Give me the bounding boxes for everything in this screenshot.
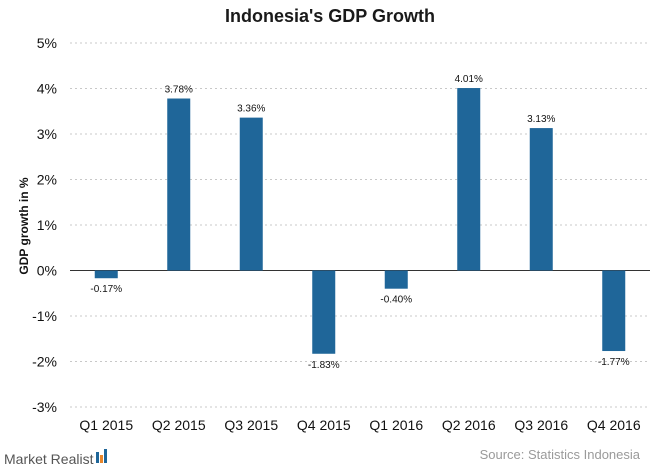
bar bbox=[457, 88, 481, 271]
y-tick-label: 0% bbox=[37, 263, 57, 279]
chart-title: Indonesia's GDP Growth bbox=[225, 6, 435, 26]
source-note: Source: Statistics Indonesia bbox=[480, 447, 641, 462]
y-tick-label: 2% bbox=[37, 172, 57, 188]
x-tick-label: Q3 2015 bbox=[224, 417, 278, 433]
x-tick-label: Q2 2016 bbox=[442, 417, 496, 433]
data-label: -0.17% bbox=[90, 284, 122, 295]
data-label: 3.36% bbox=[237, 104, 265, 115]
y-tick-label: -3% bbox=[32, 399, 57, 415]
data-label: -1.83% bbox=[308, 360, 340, 371]
data-label: 4.01% bbox=[455, 74, 483, 85]
brand-name: Market Realist bbox=[4, 451, 94, 467]
data-label: -1.77% bbox=[598, 357, 630, 368]
bars bbox=[94, 88, 626, 354]
data-labels: -0.17% 3.78% 3.36% -1.83% -0.40% 4.01% 3.13% -1… bbox=[90, 74, 629, 371]
x-axis-ticks: Q1 2015 Q2 2015 Q3 2015 Q4 2015 Q1 2016 Q2 20… bbox=[79, 417, 640, 433]
y-tick-label: -2% bbox=[32, 354, 57, 370]
bar bbox=[312, 270, 336, 354]
brand-logo: Market Realist bbox=[4, 449, 107, 467]
bar bbox=[167, 98, 191, 271]
x-tick-label: Q1 2016 bbox=[369, 417, 423, 433]
y-tick-label: 1% bbox=[37, 217, 57, 233]
x-tick-label: Q2 2015 bbox=[152, 417, 206, 433]
bar bbox=[239, 117, 263, 271]
bar bbox=[94, 270, 118, 279]
y-tick-label: 3% bbox=[37, 126, 57, 142]
bar bbox=[602, 270, 626, 352]
y-tick-label: 5% bbox=[37, 35, 57, 51]
x-tick-label: Q3 2016 bbox=[514, 417, 568, 433]
bar bbox=[384, 270, 408, 289]
y-tick-label: 4% bbox=[37, 81, 57, 97]
bar bbox=[529, 128, 553, 271]
data-label: 3.78% bbox=[165, 85, 193, 96]
data-label: -0.40% bbox=[380, 295, 412, 306]
y-axis-label: GDP growth in % bbox=[17, 177, 31, 274]
x-tick-label: Q4 2016 bbox=[587, 417, 641, 433]
x-tick-label: Q4 2015 bbox=[297, 417, 351, 433]
gridlines bbox=[70, 42, 650, 408]
brand-mark-icon bbox=[96, 449, 107, 463]
y-tick-label: -1% bbox=[32, 308, 57, 324]
x-tick-label: Q1 2015 bbox=[79, 417, 133, 433]
data-label: 3.13% bbox=[527, 114, 555, 125]
y-axis-ticks: 5% 4% 3% 2% 1% 0% -1% -2% -3% bbox=[32, 35, 57, 415]
